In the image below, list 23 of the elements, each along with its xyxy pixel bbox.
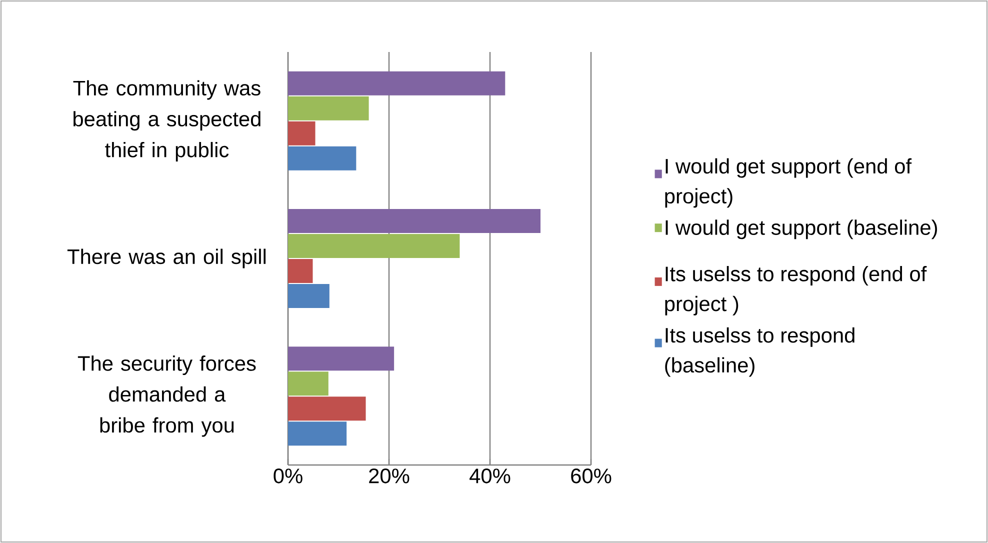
bar <box>288 234 460 258</box>
bar <box>288 96 369 120</box>
legend-label: Its uselss to respond (baseline) <box>665 327 854 377</box>
bar <box>288 284 330 308</box>
x-tick-label: 60% <box>571 468 612 484</box>
bar <box>288 258 313 283</box>
legend-label: I would get support (end of project) <box>665 158 912 208</box>
legend-label: I would get support (baseline) <box>666 220 937 240</box>
bar <box>288 396 366 421</box>
bar <box>288 71 506 96</box>
x-tick-label: 40% <box>470 468 510 484</box>
bar <box>288 208 540 233</box>
bar <box>288 146 356 170</box>
bar <box>288 121 316 146</box>
x-tick-label: 0% <box>274 468 302 484</box>
y-tick-label: There was an oil spill <box>67 248 266 268</box>
bar <box>288 346 394 371</box>
y-tick-label: The security forces demanded a bribe from you <box>78 356 256 437</box>
legend-label: Its uselss to respond (end of project ) <box>665 266 927 316</box>
x-tick-label: 20% <box>369 468 410 484</box>
bar <box>288 422 347 446</box>
bar <box>288 372 328 396</box>
y-tick-label: The community was beating a suspected thief in public <box>73 80 260 162</box>
